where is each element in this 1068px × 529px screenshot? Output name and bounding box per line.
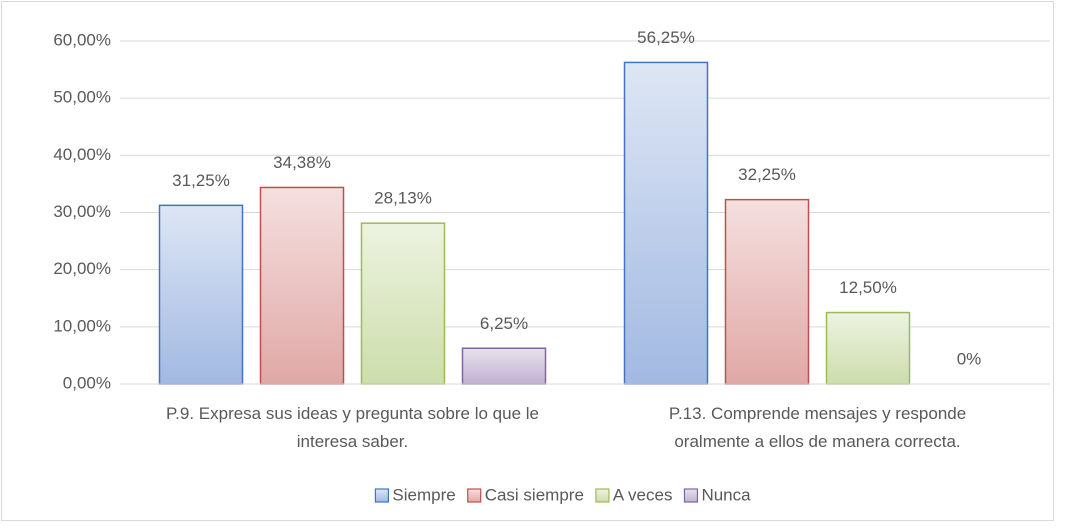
legend-swatch xyxy=(683,488,699,503)
bar xyxy=(461,347,547,385)
bar xyxy=(259,186,345,385)
bar xyxy=(623,61,709,385)
legend-swatch xyxy=(595,488,610,503)
data-label: 12,50% xyxy=(839,278,897,297)
legend-label: Casi siempre xyxy=(485,485,584,504)
legend-label: Siempre xyxy=(392,485,455,504)
y-tick-label: 10,00% xyxy=(53,316,111,335)
x-tick-label: P.9. Expresa sus ideas y pregunta sobre … xyxy=(166,404,539,451)
data-label: 0% xyxy=(957,349,982,368)
bar xyxy=(158,204,244,385)
y-tick-label: 60,00% xyxy=(53,30,111,49)
data-label: 32,25% xyxy=(738,165,796,184)
data-label: 28,13% xyxy=(374,189,432,208)
y-tick-label: 50,00% xyxy=(53,88,111,107)
bar xyxy=(360,222,446,385)
bar xyxy=(825,311,911,385)
legend-label: A veces xyxy=(613,485,673,504)
legend-swatch xyxy=(467,488,482,503)
data-label: 31,25% xyxy=(172,171,230,190)
legend-label: Nunca xyxy=(701,485,751,504)
y-tick-label: 0,00% xyxy=(63,373,111,392)
data-label: 34,38% xyxy=(273,153,331,172)
x-tick-label: P.13. Comprende mensajes y responde oral… xyxy=(668,404,967,451)
data-label: 56,25% xyxy=(637,28,695,47)
data-label: 6,25% xyxy=(480,314,528,333)
y-tick-label: 20,00% xyxy=(53,259,111,278)
y-tick-label: 40,00% xyxy=(53,145,111,164)
legend-swatch xyxy=(374,488,389,503)
y-tick-label: 30,00% xyxy=(53,202,111,221)
bar xyxy=(724,198,810,385)
